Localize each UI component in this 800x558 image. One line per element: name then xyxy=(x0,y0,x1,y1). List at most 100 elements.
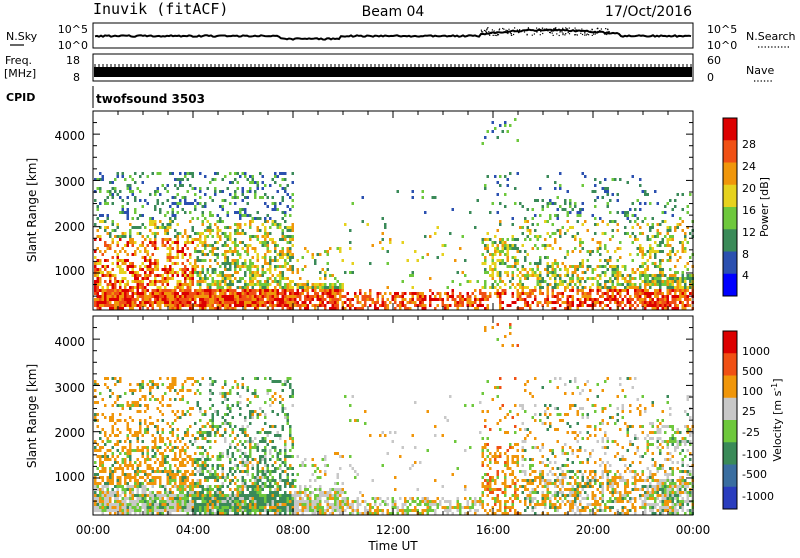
velocity-echo xyxy=(209,494,212,497)
power-echo xyxy=(107,214,110,217)
power-echo xyxy=(669,289,672,292)
velocity-echo xyxy=(184,488,187,491)
power-echo xyxy=(249,262,252,265)
velocity-echo xyxy=(164,488,167,491)
power-echo xyxy=(337,247,340,250)
power-echo xyxy=(419,295,422,298)
beam-title: Beam 04 xyxy=(362,4,425,20)
power-echo xyxy=(502,130,505,133)
power-echo xyxy=(572,301,575,304)
power-echo xyxy=(264,241,267,244)
power-echo xyxy=(289,268,292,271)
velocity-echo xyxy=(204,410,207,413)
power-echo xyxy=(217,229,220,232)
power-echo xyxy=(489,274,492,277)
power-echo xyxy=(197,304,200,307)
power-echo xyxy=(614,277,617,280)
velocity-echo xyxy=(209,419,212,422)
power-echo xyxy=(632,283,635,286)
power-echo xyxy=(614,295,617,298)
power-echo xyxy=(219,304,222,307)
nsearch-point xyxy=(532,35,533,36)
power-echo xyxy=(202,304,205,307)
power-echo xyxy=(144,250,147,253)
power-echo xyxy=(567,271,570,274)
power-echo xyxy=(184,295,187,298)
power-echo xyxy=(659,304,662,307)
power-echo xyxy=(657,301,660,304)
nsearch-point xyxy=(575,28,576,29)
power-echo xyxy=(112,193,115,196)
velocity-echo xyxy=(154,440,157,443)
velocity-echo xyxy=(232,416,235,419)
velocity-echo xyxy=(192,470,195,473)
power-echo xyxy=(607,304,610,307)
power-echo xyxy=(234,295,237,298)
velocity-echo xyxy=(177,503,180,506)
power-echo xyxy=(627,232,630,235)
power-echo xyxy=(164,280,167,283)
velocity-echo xyxy=(169,506,172,509)
velocity-echo xyxy=(187,485,190,488)
power-echo xyxy=(512,223,515,226)
power-echo xyxy=(364,295,367,298)
power-echo xyxy=(154,238,157,241)
power-echo xyxy=(427,253,430,256)
power-echo xyxy=(177,283,180,286)
power-echo xyxy=(139,304,142,307)
power-echo xyxy=(234,301,237,304)
power-echo xyxy=(242,241,245,244)
velocity-echo xyxy=(97,506,100,509)
velocity-echo xyxy=(124,506,127,509)
power-echo xyxy=(249,271,252,274)
power-echo xyxy=(577,220,580,223)
power-echo xyxy=(279,304,282,307)
power-echo xyxy=(682,271,685,274)
velocity-echo xyxy=(227,413,230,416)
velocity-echo xyxy=(142,488,145,491)
power-echo xyxy=(172,220,175,223)
velocity-echo xyxy=(94,503,97,506)
power-echo xyxy=(229,226,232,229)
velocity-echo xyxy=(127,404,130,407)
power-echo xyxy=(182,271,185,274)
power-echo xyxy=(282,187,285,190)
velocity-echo xyxy=(154,383,157,386)
velocity-echo xyxy=(137,437,140,440)
power-echo xyxy=(139,292,142,295)
power-echo xyxy=(634,238,637,241)
power-echo xyxy=(319,271,322,274)
power-echo xyxy=(109,277,112,280)
power-echo xyxy=(142,301,145,304)
velocity-echo xyxy=(132,476,135,479)
velocity-echo xyxy=(164,509,167,512)
power-echo xyxy=(262,292,265,295)
velocity-echo xyxy=(109,395,112,398)
power-echo xyxy=(669,280,672,283)
velocity-echo xyxy=(144,458,147,461)
velocity-echo xyxy=(242,461,245,464)
power-echo xyxy=(442,298,445,301)
power-echo xyxy=(99,295,102,298)
velocity-echo xyxy=(189,491,192,494)
power-echo xyxy=(529,268,532,271)
velocity-echo xyxy=(134,476,137,479)
power-echo xyxy=(547,220,550,223)
power-echo xyxy=(287,247,290,250)
power-echo xyxy=(529,304,532,307)
power-echo xyxy=(117,223,120,226)
velocity-echo xyxy=(94,506,97,509)
power-echo xyxy=(242,199,245,202)
velocity-echo xyxy=(104,497,107,500)
power-echo xyxy=(114,274,117,277)
power-echo xyxy=(662,283,665,286)
velocity-echo xyxy=(182,497,185,500)
power-echo xyxy=(129,289,132,292)
velocity-echo xyxy=(109,473,112,476)
power-echo xyxy=(569,265,572,268)
power-echo xyxy=(319,277,322,280)
power-echo xyxy=(244,259,247,262)
power-echo xyxy=(242,172,245,175)
power-echo xyxy=(509,244,512,247)
power-echo xyxy=(329,295,332,298)
